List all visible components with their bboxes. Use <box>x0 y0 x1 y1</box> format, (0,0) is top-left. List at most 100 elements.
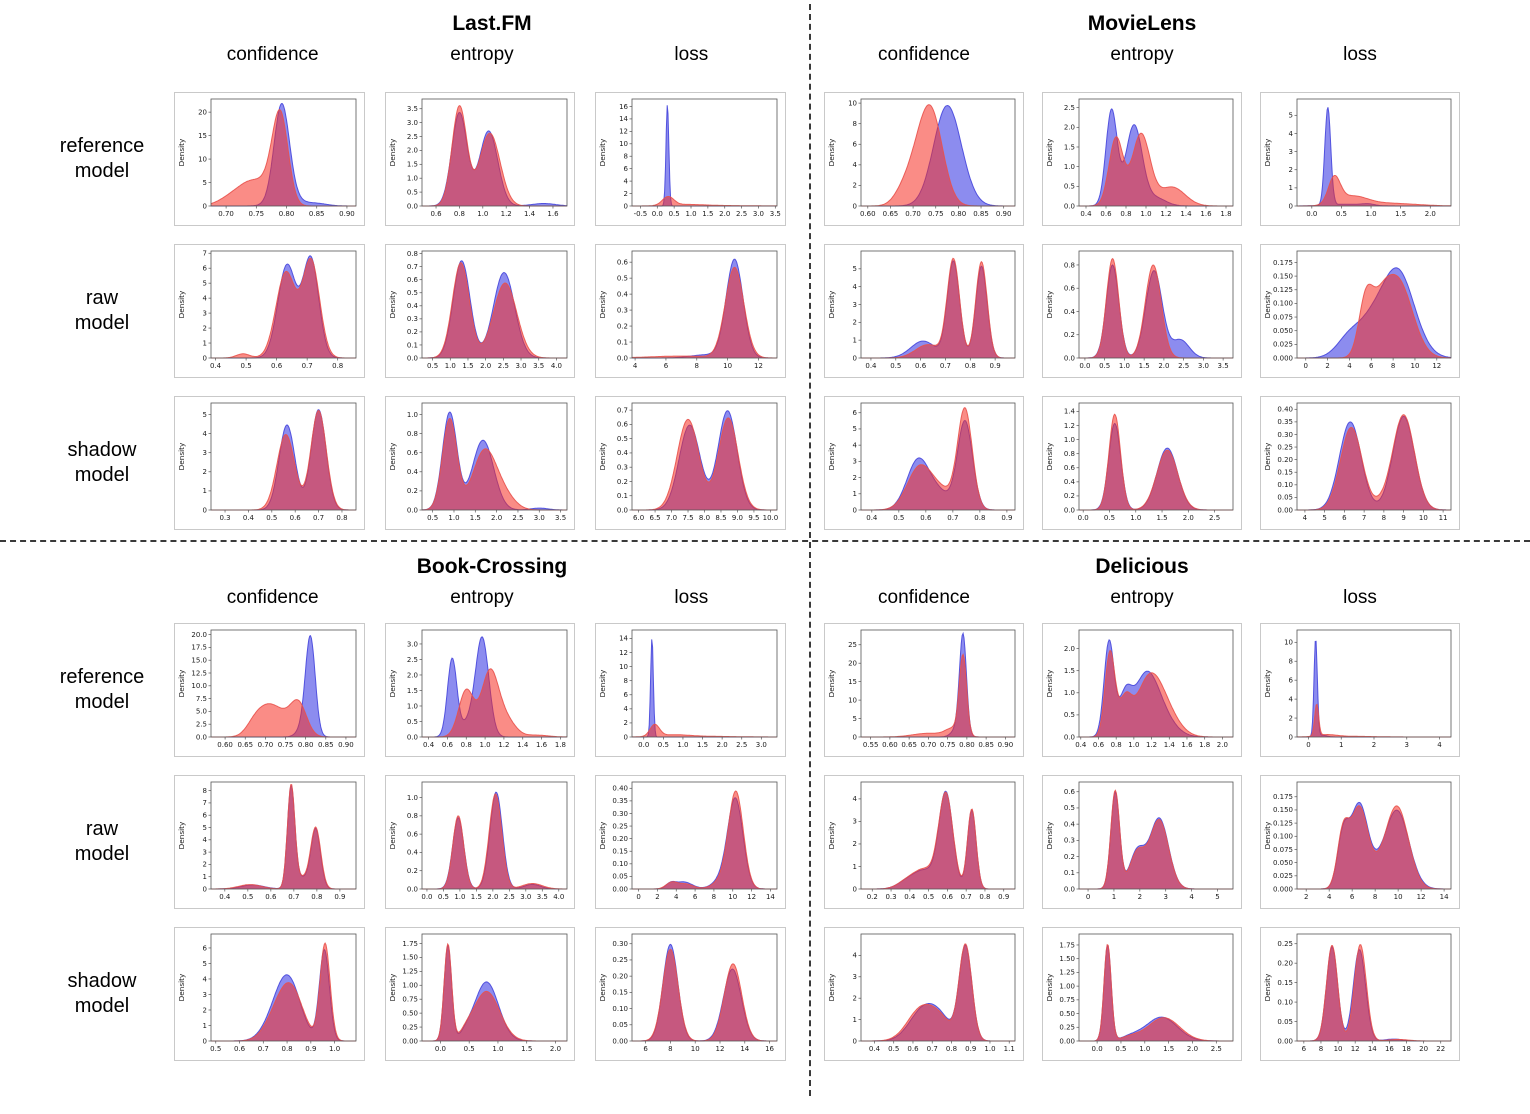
y-axis-label: Density <box>1263 821 1272 849</box>
y-tick-label: 0.6 <box>406 830 418 838</box>
y-tick-label: 2 <box>202 468 206 476</box>
plot-svg: 0.0 0.5 1.0 1.5 2.0 2.5 3.0 3.5 4.0 0.0 0.2 0.4 0.6 0… <box>388 781 568 901</box>
y-axis-label: Density <box>1045 973 1054 1001</box>
x-tick-label: 1.2 <box>500 210 511 218</box>
y-axis-label: Density <box>598 290 607 318</box>
blue-density-area <box>632 944 778 1041</box>
x-tick-label: 1.2 <box>1146 741 1157 749</box>
y-tick-label: 0.0 <box>1064 733 1075 741</box>
plot-svg: 0.60 0.65 0.70 0.75 0.80 0.85 0.90 0 2 4 6 8 10 Densi… <box>827 98 1016 218</box>
x-tick-label: 14 <box>766 893 775 901</box>
x-tick-label: 1.5 <box>1139 362 1150 370</box>
blue-density-area <box>1297 641 1451 737</box>
kde-plot-delicious-entropy: 0 1 2 3 4 5 0.0 0.1 0.2 0.3 0.4 0.5 0.6 Density <box>1042 775 1242 909</box>
y-tick-label: 0.8 <box>1064 450 1075 458</box>
y-tick-label: 0.25 <box>402 1023 418 1031</box>
kde-plot-last-fm-raw-model-loss: 4 6 8 10 12 0.0 0.1 0.2 0.3 0.4 0.5 0.6 Density <box>595 244 786 378</box>
x-tick-label: -0.5 <box>634 210 648 218</box>
plot-svg: 2 4 6 8 10 12 14 0.000 0.025 0.050 0.075 0.100 0.125… <box>1263 781 1452 901</box>
x-tick-label: 0.6 <box>234 1045 246 1053</box>
y-tick-label: 2 <box>853 474 857 482</box>
x-tick-label: 0.8 <box>453 210 464 218</box>
blue-density-curve <box>1297 640 1451 738</box>
x-tick-label: 0.9 <box>305 1045 316 1053</box>
x-tick-label: 1 <box>1112 893 1116 901</box>
x-tick-label: 1.2 <box>1160 210 1171 218</box>
x-tick-label: 1.8 <box>554 741 565 749</box>
y-tick-label: 3 <box>853 301 857 309</box>
row-label-raw-model: raw model <box>0 775 174 909</box>
x-tick-label: 10 <box>1410 362 1419 370</box>
x-tick-label: 0.5 <box>240 362 251 370</box>
y-tick-label: 0.5 <box>1064 183 1075 191</box>
y-tick-label: 6 <box>1289 676 1294 684</box>
x-tick-label: 0.60 <box>882 741 898 749</box>
y-tick-label: 0 <box>202 506 206 514</box>
y-tick-label: 0.15 <box>613 989 629 997</box>
x-tick-label: 14 <box>1440 893 1449 901</box>
plot-svg: 0.3 0.4 0.5 0.6 0.7 0.8 0 1 2 3 4 5 Density <box>177 402 357 522</box>
y-tick-label: 7 <box>202 250 206 258</box>
y-axis-label: Density <box>177 442 186 470</box>
y-tick-label: 4 <box>853 952 858 960</box>
row-label-line: reference <box>59 135 145 157</box>
x-tick-label: 1.0 <box>1140 210 1151 218</box>
x-tick-label: 0.5 <box>890 362 901 370</box>
x-tick-label: 1.4 <box>524 210 536 218</box>
y-tick-label: 0 <box>202 202 206 210</box>
plot-svg: 0.4 0.5 0.6 0.7 0.8 0.9 0 1 2 3 4 5 6 Density <box>827 402 1016 522</box>
x-tick-label: 8 <box>695 362 699 370</box>
x-tick-label: 1.0 <box>1128 741 1139 749</box>
x-tick-label: 4.0 <box>553 893 564 901</box>
x-tick-label: 0.9 <box>990 362 1001 370</box>
y-tick-label: 1 <box>853 490 857 498</box>
x-tick-label: 2.5 <box>736 210 747 218</box>
x-tick-label: 6 <box>664 362 669 370</box>
row-label-line: raw <box>85 287 119 309</box>
y-tick-label: 0.25 <box>1277 940 1293 948</box>
red-density-area <box>632 267 778 358</box>
x-tick-label: 0.7 <box>947 514 958 522</box>
blue-density-curve <box>632 105 778 207</box>
y-tick-label: 0.8 <box>406 250 417 258</box>
x-tick-label: 8 <box>668 1045 672 1053</box>
plot-svg: 6 8 10 12 14 16 18 20 22 0.00 0.05 0.10 0.15 0.20 0.25… <box>1263 933 1452 1053</box>
y-tick-label: 15.0 <box>191 657 207 665</box>
x-tick-label: 1.0 <box>686 210 697 218</box>
red-density-curve <box>861 653 1015 738</box>
x-tick-label: 0.70 <box>905 210 921 218</box>
x-tick-label: 0.80 <box>951 210 967 218</box>
column-header-entropy: entropy <box>1110 587 1174 608</box>
x-tick-label: 0.0 <box>652 210 663 218</box>
y-tick-label: 0.050 <box>1273 327 1293 335</box>
y-tick-label: 0 <box>853 733 857 741</box>
y-tick-label: 0 <box>202 1037 206 1045</box>
x-tick-label: 0.5 <box>923 893 934 901</box>
x-tick-label: 20 <box>1419 1045 1428 1053</box>
red-density-area <box>861 258 1015 358</box>
y-tick-label: 0.4 <box>617 449 629 457</box>
x-tick-label: 10 <box>723 362 732 370</box>
y-tick-label: 2 <box>853 182 857 190</box>
kde-plot-last-fm-reference-model-entropy: 0.6 0.8 1.0 1.2 1.4 1.6 0.0 0.5 1.0 1.5 2.0 2.5 3.0 3… <box>384 92 576 226</box>
blue-density-curve <box>632 943 778 1042</box>
y-tick-label: 4 <box>853 441 858 449</box>
x-tick-label: 1.1 <box>1004 1045 1015 1053</box>
red-density-curve <box>632 196 778 207</box>
y-axis-label: Density <box>1045 821 1054 849</box>
y-tick-label: 0.2 <box>406 867 417 875</box>
x-tick-label: 2 <box>656 893 660 901</box>
x-tick-label: 1.6 <box>547 210 559 218</box>
row-label-line: model <box>74 843 130 865</box>
x-tick-label: 1.5 <box>462 362 473 370</box>
y-tick-label: 0.5 <box>1064 711 1075 719</box>
x-tick-label: 7 <box>1362 514 1366 522</box>
x-tick-label: 2.0 <box>1217 741 1228 749</box>
x-tick-label: 0.0 <box>421 893 432 901</box>
y-tick-label: 5.0 <box>196 708 207 716</box>
y-tick-label: 0.175 <box>1273 793 1293 801</box>
kde-plot-movielens-loss: 0 2 4 6 8 10 12 0.000 0.025 0.050 0.075 0.100 0.125 0… <box>1260 244 1460 378</box>
plot-svg: 0.70 0.75 0.80 0.85 0.90 0 5 10 15 20 Density <box>177 98 357 218</box>
x-tick-label: 0.65 <box>237 741 253 749</box>
y-tick-label: 6 <box>624 691 629 699</box>
